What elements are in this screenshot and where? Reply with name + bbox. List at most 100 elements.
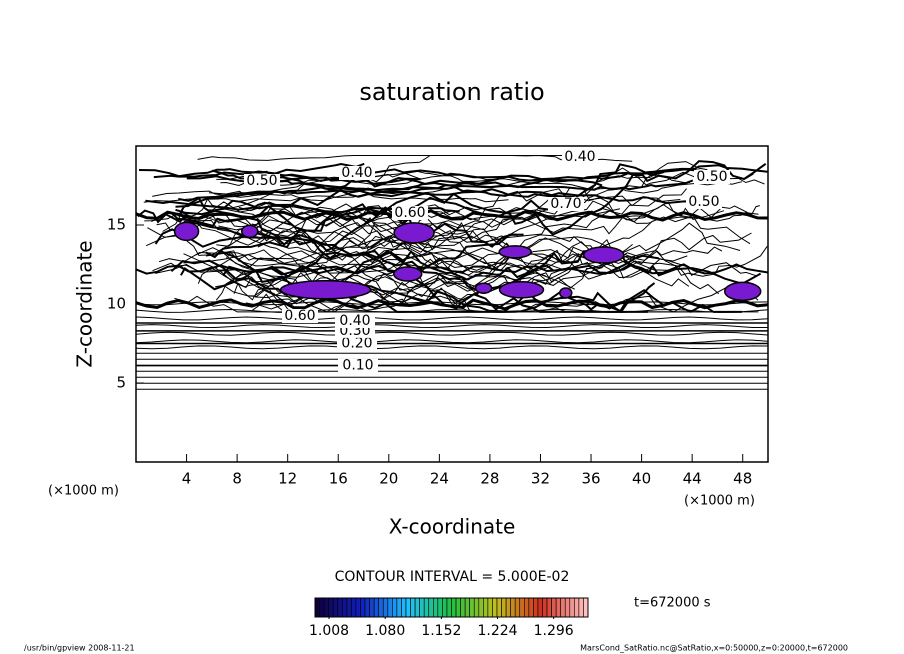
footer: /usr/bin/gpview 2008-11-21 xyxy=(24,644,135,653)
contour-line xyxy=(151,198,404,242)
label-bg xyxy=(694,170,730,184)
contour-label: 0.50 xyxy=(246,173,277,189)
colorbar-cell xyxy=(355,597,361,618)
colorbar-cell xyxy=(483,597,489,618)
contour-line xyxy=(135,331,769,336)
contour-line xyxy=(135,339,769,344)
colorbar-cell xyxy=(401,597,407,618)
contour-label: 0.20 xyxy=(341,336,372,352)
colorbar-cell xyxy=(523,597,530,618)
colorbar-cell xyxy=(360,597,366,618)
contour-line xyxy=(135,297,769,311)
x-tick-label: 20 xyxy=(379,470,398,488)
y-tick-label: 10 xyxy=(107,295,126,313)
colorbar-cell xyxy=(378,597,384,618)
label-bg xyxy=(244,174,280,188)
colorbar-cell xyxy=(528,597,534,618)
contour-line xyxy=(177,174,421,217)
x-tick-label: 32 xyxy=(531,470,550,488)
contour-line xyxy=(135,308,769,313)
time-label: t=672000 s xyxy=(634,596,711,611)
contour-line xyxy=(205,203,519,259)
supersaturation-patch xyxy=(393,222,435,244)
x-tick-label: 44 xyxy=(683,470,702,488)
contour-line xyxy=(186,164,768,183)
contour-line xyxy=(210,213,531,250)
colorbar-cell xyxy=(583,597,589,618)
colorbar-tick-label: 1.080 xyxy=(365,623,405,639)
colorbar-cell xyxy=(546,597,552,618)
supersaturation-patch xyxy=(582,246,625,264)
colorbar-cell xyxy=(446,597,452,618)
contour-line xyxy=(257,167,754,251)
contour-interval: CONTOUR INTERVAL = 5.000E-02 xyxy=(335,569,570,585)
x-tick-label: 16 xyxy=(329,470,348,488)
colorbar-cell xyxy=(533,597,539,618)
supersaturation-patch xyxy=(498,245,532,259)
colorbar-cell xyxy=(328,597,334,618)
label-bg xyxy=(338,358,378,373)
colorbar-cell xyxy=(510,597,516,618)
y-tick-label: 5 xyxy=(116,374,126,392)
x-axis-label: X-coordinate xyxy=(389,515,516,539)
x-tick-label: 48 xyxy=(733,470,752,488)
colorbar-cell xyxy=(396,597,402,618)
supersaturation-patch xyxy=(559,287,573,299)
colorbar-cell xyxy=(496,597,502,618)
colorbar-cell xyxy=(346,597,352,618)
colorbar-cell xyxy=(410,597,416,618)
colorbar-cell xyxy=(414,597,420,618)
supersaturation-patch xyxy=(723,281,762,302)
contour-line xyxy=(197,154,633,162)
colorbar-cell xyxy=(574,597,580,618)
contour-label: 0.40 xyxy=(339,313,370,329)
colorbar-cell xyxy=(337,597,343,618)
contour-line xyxy=(147,218,546,277)
colorbar-cell xyxy=(364,597,370,618)
label-bg xyxy=(548,197,584,211)
colorbar-cell xyxy=(537,597,543,618)
contour-line xyxy=(135,316,769,321)
colorbar-cell xyxy=(451,597,457,618)
y-axis-label: Z-coordinate xyxy=(73,240,97,367)
contour-clutter xyxy=(135,154,769,390)
supersaturation-patch xyxy=(393,266,423,282)
colorbar-cell xyxy=(351,597,357,618)
colorbar-cell xyxy=(578,597,584,618)
contour-line xyxy=(170,259,656,314)
chart-title: saturation ratio xyxy=(359,78,544,106)
contour-line xyxy=(156,219,688,279)
colorbar-cell xyxy=(341,597,348,618)
colorbar-cell xyxy=(564,597,571,618)
label-bg xyxy=(337,336,377,351)
colorbar-cell xyxy=(551,597,557,618)
footer: MarsCond_SatRatio.nc@SatRatio,x=0:50000,… xyxy=(580,644,848,653)
x-unit: (×1000 m) xyxy=(684,494,755,509)
label-bg xyxy=(335,313,375,328)
contour-label: 0.10 xyxy=(342,358,373,374)
colorbar-cell xyxy=(464,597,470,618)
label-bg xyxy=(392,206,428,220)
colorbar-cell xyxy=(469,597,475,618)
colorbar-cell xyxy=(519,597,525,618)
colorbar-cell xyxy=(314,597,320,618)
contour-line xyxy=(135,209,769,222)
colorbar-cell xyxy=(369,597,375,618)
label-bg xyxy=(339,166,375,180)
x-tick-label: 28 xyxy=(480,470,499,488)
contour-line xyxy=(153,170,603,189)
colorbar-cell xyxy=(332,597,339,618)
contour-line xyxy=(197,266,759,313)
x-unit: (×1000 m) xyxy=(48,484,119,499)
contour-label: 0.70 xyxy=(550,196,581,212)
colorbar-cell xyxy=(382,597,389,618)
supersaturation-patch xyxy=(173,221,200,242)
supersaturation-patch xyxy=(279,280,372,300)
contour-line xyxy=(260,186,681,243)
label-bg xyxy=(562,150,598,164)
colorbar-tick-label: 1.296 xyxy=(534,623,574,639)
colorbar-cell xyxy=(555,597,562,618)
colorbar-cell xyxy=(501,597,507,618)
